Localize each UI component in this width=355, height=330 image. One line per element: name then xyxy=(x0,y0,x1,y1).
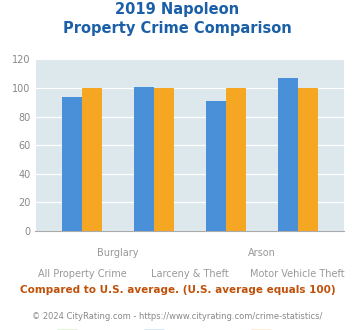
Bar xyxy=(154,88,174,231)
Bar xyxy=(226,88,246,231)
Text: Burglary: Burglary xyxy=(97,248,139,258)
Bar xyxy=(206,101,226,231)
Bar xyxy=(62,97,82,231)
Legend: Napoleon, North Dakota, National: Napoleon, North Dakota, National xyxy=(53,326,327,330)
Text: Arson: Arson xyxy=(248,248,276,258)
Bar xyxy=(278,78,297,231)
Text: 2019 Napoleon: 2019 Napoleon xyxy=(115,2,240,16)
Text: All Property Crime: All Property Crime xyxy=(38,269,127,279)
Text: Compared to U.S. average. (U.S. average equals 100): Compared to U.S. average. (U.S. average … xyxy=(20,285,335,295)
Bar xyxy=(134,86,154,231)
Text: Larceny & Theft: Larceny & Theft xyxy=(151,269,229,279)
Text: Property Crime Comparison: Property Crime Comparison xyxy=(63,21,292,36)
Bar xyxy=(82,88,102,231)
Text: © 2024 CityRating.com - https://www.cityrating.com/crime-statistics/: © 2024 CityRating.com - https://www.city… xyxy=(32,312,323,321)
Text: Motor Vehicle Theft: Motor Vehicle Theft xyxy=(250,269,345,279)
Bar xyxy=(297,88,318,231)
